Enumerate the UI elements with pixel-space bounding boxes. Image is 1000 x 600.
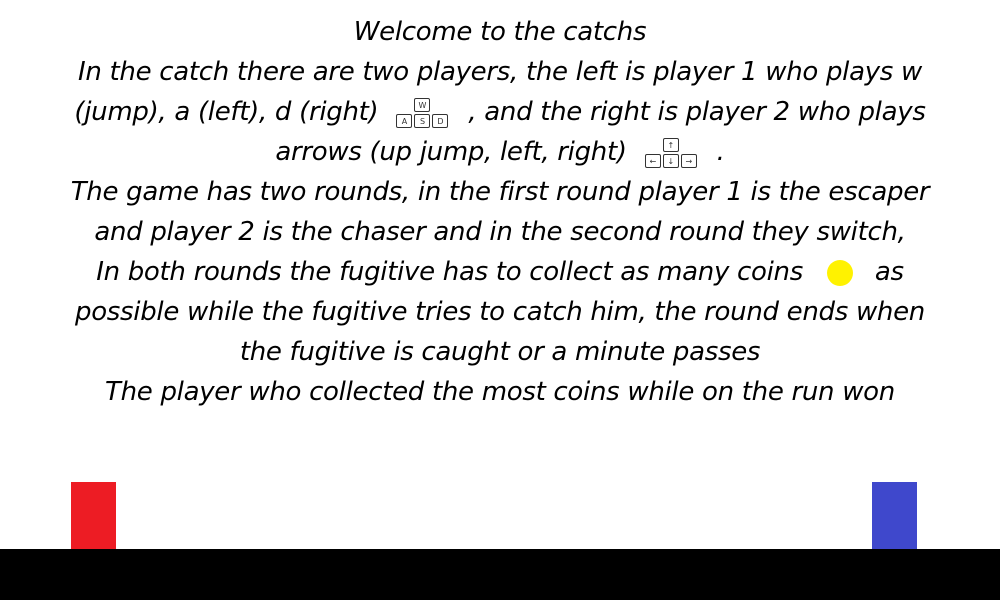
instructions-text: Welcome to the catchs In the catch there… xyxy=(0,12,1000,412)
instruction-text: as xyxy=(874,257,904,287)
instruction-line: The player who collected the most coins … xyxy=(105,377,895,407)
instruction-text: , and the right is player 2 who plays xyxy=(468,97,926,127)
key-s-icon: S xyxy=(414,113,431,128)
key-d-icon: D xyxy=(432,113,449,128)
key-a-icon: A xyxy=(396,113,413,128)
key-right-icon: → xyxy=(680,153,697,168)
instruction-line: In the catch there are two players, the … xyxy=(78,57,922,87)
instruction-text: arrows (up jump, left, right) xyxy=(275,137,627,167)
instruction-line: and player 2 is the chaser and in the se… xyxy=(94,217,906,247)
instruction-line: (jump), a (left), d (right) W A S D , an… xyxy=(0,92,1000,132)
instruction-line: In both rounds the fugitive has to colle… xyxy=(0,252,1000,292)
instruction-line: The game has two rounds, in the first ro… xyxy=(70,177,930,207)
welcome-title: Welcome to the catchs xyxy=(353,17,647,47)
instruction-line: possible while the fugitive tries to cat… xyxy=(75,297,925,327)
instruction-text: In both rounds the fugitive has to colle… xyxy=(96,257,803,287)
instruction-text: (jump), a (left), d (right) xyxy=(74,97,379,127)
instruction-line: the fugitive is caught or a minute passe… xyxy=(239,337,761,367)
ground-floor xyxy=(0,549,1000,600)
key-left-icon: ← xyxy=(644,153,661,168)
key-down-icon: ↓ xyxy=(662,153,679,168)
wasd-keys-icon: W A S D xyxy=(390,96,456,130)
player-2-blue-block xyxy=(872,482,917,549)
arrow-keys-icon: ↑ ← ↓ → xyxy=(639,136,705,170)
key-w-icon: W xyxy=(414,97,431,112)
key-up-icon: ↑ xyxy=(662,137,679,152)
instruction-text: . xyxy=(716,137,725,167)
coin-icon xyxy=(826,259,853,286)
player-1-red-block xyxy=(71,482,116,549)
instruction-line: arrows (up jump, left, right) ↑ ← ↓ → . xyxy=(0,132,1000,172)
